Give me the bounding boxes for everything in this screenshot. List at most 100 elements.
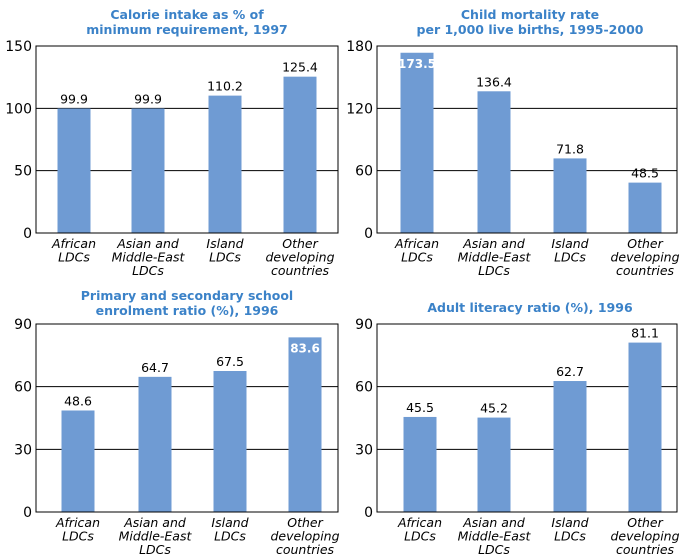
chart-1-category-label-3-line-1: Island — [206, 236, 243, 251]
chart-4-bar-3 — [553, 381, 587, 512]
chart-2-category-label-3-line-1: Island — [551, 236, 588, 251]
chart-4-category-label-1-line-2: LDCs — [404, 529, 436, 544]
chart-1-category-label-2-line-2: Middle-East — [112, 250, 186, 265]
chart-3-bar-3 — [213, 371, 247, 512]
chart-3-category-label-4-line-1: Other — [287, 515, 323, 530]
chart-2-value-label-2: 136.4 — [476, 74, 512, 89]
chart-2-value-label-1: 173.5 — [398, 57, 436, 71]
chart-4-title-line-1: Adult literacy ratio (%), 1996 — [427, 300, 633, 315]
chart-4-category-label-4-line-2: developing — [610, 529, 679, 544]
chart-2-ytick-label-60: 60 — [355, 164, 373, 180]
chart-1-bar-3 — [208, 95, 242, 233]
chart-3-bar-2 — [138, 376, 172, 512]
chart-1-category-label-4-line-1: Other — [282, 236, 318, 251]
chart-4-bar-2 — [477, 417, 511, 512]
chart-2-category-label-3-line-2: LDCs — [554, 250, 586, 265]
chart-1-category-label-4-line-2: developing — [265, 250, 334, 265]
chart-3-value-label-1: 48.6 — [64, 393, 92, 408]
chart-4-value-label-2: 45.2 — [480, 401, 508, 416]
chart-3-category-label-1-line-2: LDCs — [62, 529, 94, 544]
chart-4-category-label-3-line-2: LDCs — [554, 529, 586, 544]
chart-3-value-label-3: 67.5 — [216, 354, 244, 369]
chart-2-value-label-4: 48.5 — [631, 166, 659, 181]
chart-1-category-label-2-line-1: Asian and — [116, 236, 179, 251]
chart-1-ytick-label-150: 150 — [5, 39, 32, 55]
chart-3-category-label-2-line-3: LDCs — [139, 542, 171, 557]
chart-3-value-label-4: 83.6 — [290, 341, 320, 355]
chart-4-plot-frame — [376, 323, 678, 513]
chart-2-category-label-1-line-1: African — [394, 236, 439, 251]
chart-2-category-label-4-line-1: Other — [627, 236, 663, 251]
chart-4-bar-4 — [628, 342, 662, 512]
chart-2-plot-frame — [376, 45, 678, 234]
chart-3-category-label-2-line-1: Asian and — [123, 515, 186, 530]
chart-1-bar-1 — [57, 108, 91, 233]
chart-2-category-label-1-line-2: LDCs — [401, 250, 433, 265]
chart-4-category-label-2-line-1: Asian and — [462, 515, 525, 530]
chart-3-category-label-3-line-1: Island — [211, 515, 248, 530]
chart-2-bar-4 — [628, 182, 662, 233]
chart-1-value-label-4: 125.4 — [282, 60, 318, 75]
chart-4-value-label-3: 62.7 — [556, 364, 584, 379]
chart-1-title-line-1: Calorie intake as % of — [110, 7, 264, 22]
chart-4-value-label-4: 81.1 — [631, 326, 659, 341]
chart-3-category-label-3-line-2: LDCs — [214, 529, 246, 544]
chart-2-category-label-4-line-2: developing — [610, 250, 679, 265]
chart-1-value-label-1: 99.9 — [60, 91, 88, 106]
chart-1-title-line-2: minimum requirement, 1997 — [86, 22, 287, 37]
chart-3-ytick-label-90: 90 — [14, 317, 32, 333]
chart-4-category-label-4-line-3: countries — [616, 542, 675, 557]
chart-4-category-label-1-line-1: African — [397, 515, 442, 530]
chart-1-category-label-4-line-3: countries — [271, 263, 330, 278]
chart-3-bar-1 — [61, 410, 95, 512]
chart-3-value-label-2: 64.7 — [141, 360, 169, 375]
chart-4-category-label-2-line-3: LDCs — [478, 542, 510, 557]
chart-2-ytick-label-120: 120 — [346, 101, 373, 117]
chart-3-bar-4 — [288, 337, 322, 512]
chart-1-plot-frame — [35, 45, 339, 234]
chart-2-category-label-4-line-3: countries — [616, 263, 675, 278]
chart-2-ytick-label-180: 180 — [346, 39, 373, 55]
chart-3-ytick-label-30: 30 — [14, 442, 32, 458]
chart-3-category-label-2-line-2: Middle-East — [119, 529, 193, 544]
chart-4-category-label-2-line-2: Middle-East — [458, 529, 532, 544]
chart-2-bar-1 — [400, 52, 434, 233]
chart-1-bar-2 — [131, 108, 165, 233]
chart-4-category-label-4-line-1: Other — [627, 515, 663, 530]
chart-2-bar-2 — [477, 91, 511, 233]
chart-4-category-label-3-line-1: Island — [551, 515, 588, 530]
chart-2-ytick-label-0: 0 — [364, 226, 373, 242]
chart-1-ytick-label-50: 50 — [14, 164, 32, 180]
chart-4-bar-1 — [403, 416, 437, 512]
chart-3-category-label-4-line-2: developing — [270, 529, 339, 544]
chart-2-title-line-1: Child mortality rate — [461, 7, 599, 22]
chart-4-value-label-1: 45.5 — [406, 400, 434, 415]
chart-3-title-line-2: enrolment ratio (%), 1996 — [96, 303, 279, 318]
chart-1-category-label-3-line-2: LDCs — [209, 250, 241, 265]
chart-3-ytick-label-60: 60 — [14, 380, 32, 396]
chart-4-ytick-label-0: 0 — [364, 505, 373, 521]
chart-2-category-label-2-line-3: LDCs — [478, 263, 510, 278]
chart-1-bar-4 — [283, 76, 317, 233]
chart-3-ytick-label-0: 0 — [23, 505, 32, 521]
chart-2-value-label-3: 71.8 — [556, 141, 584, 156]
chart-3-plot-frame — [35, 323, 339, 513]
chart-3-title-line-1: Primary and secondary school — [81, 288, 293, 303]
chart-1-value-label-3: 110.2 — [207, 79, 243, 94]
chart-1-ytick-label-0: 0 — [23, 226, 32, 242]
chart-1-value-label-2: 99.9 — [134, 91, 162, 106]
chart-2-category-label-2-line-2: Middle-East — [458, 250, 532, 265]
chart-4-ytick-label-90: 90 — [355, 317, 373, 333]
chart-2-category-label-2-line-1: Asian and — [462, 236, 525, 251]
chart-3-category-label-4-line-3: countries — [276, 542, 335, 557]
chart-2-title-line-2: per 1,000 live births, 1995-2000 — [417, 22, 644, 37]
chart-2-bar-3 — [553, 158, 587, 233]
chart-1-category-label-1-line-2: LDCs — [58, 250, 90, 265]
chart-1-category-label-2-line-3: LDCs — [132, 263, 164, 278]
chart-1-ytick-label-100: 100 — [5, 101, 32, 117]
chart-4-ytick-label-60: 60 — [355, 380, 373, 396]
chart-3-category-label-1-line-1: African — [55, 515, 100, 530]
chart-4-ytick-label-30: 30 — [355, 442, 373, 458]
chart-1-category-label-1-line-1: African — [51, 236, 96, 251]
